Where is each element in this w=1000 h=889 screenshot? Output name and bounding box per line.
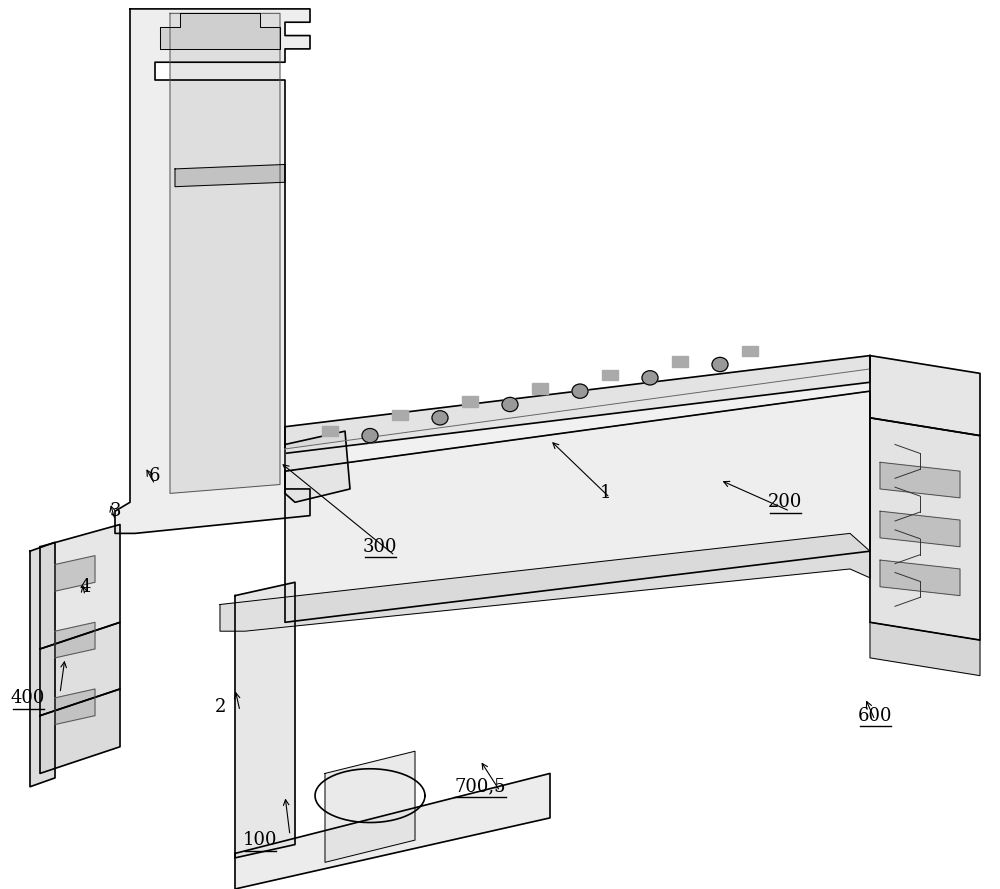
Polygon shape (285, 369, 870, 471)
Circle shape (502, 397, 518, 412)
Text: 1: 1 (599, 485, 611, 502)
Polygon shape (175, 164, 285, 187)
Polygon shape (40, 622, 120, 716)
Polygon shape (285, 431, 350, 502)
Text: 3: 3 (109, 502, 121, 520)
Text: 6: 6 (149, 467, 161, 485)
Bar (532, 383, 548, 394)
Polygon shape (30, 542, 55, 787)
Polygon shape (870, 418, 980, 640)
Polygon shape (170, 13, 280, 493)
Circle shape (642, 371, 658, 385)
Polygon shape (160, 13, 280, 49)
Text: 2: 2 (214, 698, 226, 716)
Text: 300: 300 (363, 538, 397, 556)
Text: 600: 600 (858, 707, 892, 725)
Bar (602, 370, 618, 380)
Polygon shape (40, 689, 120, 773)
Polygon shape (870, 622, 980, 676)
Bar (672, 356, 688, 367)
Text: 100: 100 (243, 831, 277, 849)
Polygon shape (55, 556, 95, 591)
Polygon shape (220, 533, 870, 631)
Text: 400: 400 (11, 689, 45, 707)
Polygon shape (235, 773, 550, 889)
Bar (392, 410, 408, 420)
Polygon shape (115, 9, 310, 533)
Bar (742, 346, 758, 356)
Polygon shape (40, 525, 120, 649)
Text: 700,5: 700,5 (454, 778, 506, 796)
Polygon shape (235, 582, 295, 858)
Circle shape (572, 384, 588, 398)
Polygon shape (880, 560, 960, 596)
Text: 200: 200 (768, 493, 802, 511)
Polygon shape (55, 622, 95, 658)
Circle shape (712, 357, 728, 372)
Polygon shape (285, 391, 870, 622)
Circle shape (362, 428, 378, 443)
Bar (322, 426, 338, 436)
Polygon shape (285, 356, 870, 453)
Text: 4: 4 (79, 578, 91, 596)
Circle shape (432, 411, 448, 425)
Polygon shape (880, 462, 960, 498)
Polygon shape (325, 751, 415, 862)
Polygon shape (55, 689, 95, 725)
Polygon shape (870, 356, 980, 436)
Bar (462, 396, 478, 407)
Polygon shape (880, 511, 960, 547)
